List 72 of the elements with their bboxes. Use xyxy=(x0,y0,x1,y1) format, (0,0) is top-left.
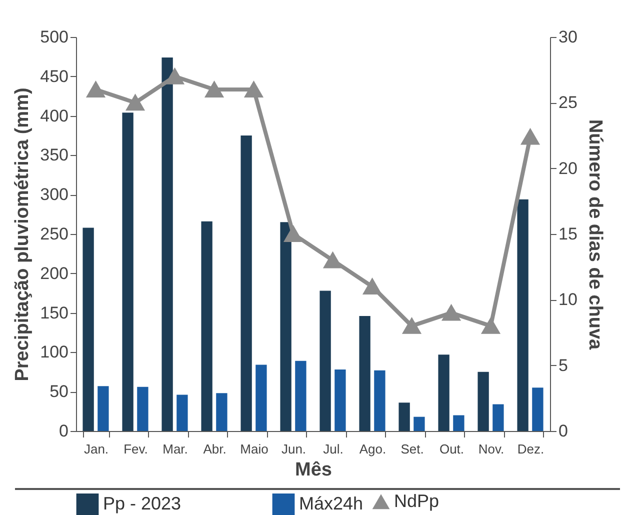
point xyxy=(363,278,382,295)
x-tick-label: Out. xyxy=(439,442,464,456)
x-tick-label: Ago. xyxy=(359,442,386,456)
y-tick-label: 200 xyxy=(40,264,68,283)
x-tick-label: Jul. xyxy=(323,442,344,456)
x-tick-label: Abr. xyxy=(203,442,226,456)
bar xyxy=(438,354,450,431)
bar xyxy=(374,370,386,431)
x-tick-label: Jun. xyxy=(281,442,306,456)
point xyxy=(205,82,224,98)
y2-tick-label: 5 xyxy=(558,356,568,375)
y-tick-label: 250 xyxy=(40,224,68,244)
y-tick-label: 150 xyxy=(40,303,68,322)
point xyxy=(521,128,540,145)
point xyxy=(244,82,263,98)
bar xyxy=(398,402,410,431)
bar xyxy=(256,364,267,431)
y-tick-label: 50 xyxy=(50,382,68,402)
y2-tick-label: 15 xyxy=(558,224,578,244)
point xyxy=(166,68,184,84)
y-tick-label: 0 xyxy=(59,422,68,440)
bar xyxy=(240,136,252,431)
bar xyxy=(478,372,489,431)
bar xyxy=(176,394,188,431)
point xyxy=(126,94,144,111)
y-tick-label: 300 xyxy=(40,185,68,204)
bar xyxy=(201,221,212,431)
bar xyxy=(359,316,370,431)
point xyxy=(284,226,302,242)
y-tick-label: 400 xyxy=(40,106,68,126)
bar xyxy=(98,386,109,431)
y2-tick-label: 20 xyxy=(558,158,578,178)
bar xyxy=(453,415,464,431)
bar xyxy=(295,360,306,431)
x-tick-label: Mar. xyxy=(162,442,188,456)
point xyxy=(442,304,460,321)
point xyxy=(324,252,342,268)
bar xyxy=(414,416,425,431)
x-tick-label: Dez. xyxy=(517,442,544,456)
x-axis-title: Mês xyxy=(295,460,332,480)
y2-tick-label: 0 xyxy=(558,422,568,440)
y2-tick-label: 25 xyxy=(558,93,578,112)
y2-tick-label: 30 xyxy=(558,28,578,46)
x-tick-label: Fev. xyxy=(124,442,148,456)
bar xyxy=(517,199,528,431)
x-tick-label: Nov. xyxy=(478,442,504,456)
legend-label: Máx24h xyxy=(299,494,364,514)
x-tick-label: Set. xyxy=(400,442,424,456)
bar xyxy=(320,290,331,431)
bar xyxy=(162,57,173,431)
legend-label: NdPp xyxy=(394,491,440,511)
y-axis-title: Precipitação pluviométrica (mm) xyxy=(12,88,34,382)
bar xyxy=(82,228,94,431)
bar xyxy=(216,393,228,431)
y-tick-label: 500 xyxy=(40,28,68,46)
y-tick-label: 450 xyxy=(40,66,68,86)
bar xyxy=(492,404,504,431)
bar xyxy=(532,388,544,431)
bar xyxy=(122,112,134,431)
legend-label: Pp - 2023 xyxy=(103,494,182,514)
point xyxy=(86,82,105,98)
y-tick-label: 100 xyxy=(40,342,68,362)
point xyxy=(402,318,421,334)
bar xyxy=(280,222,292,431)
y-tick-label: 350 xyxy=(40,146,68,165)
x-tick-label: Maio xyxy=(240,442,268,456)
y2-tick-label: 10 xyxy=(558,290,578,310)
bar xyxy=(334,370,346,431)
y2-axis-title: Número de dias de chuva xyxy=(584,119,606,350)
x-tick-label: Jan. xyxy=(84,442,109,456)
bar xyxy=(137,386,148,431)
point xyxy=(482,318,500,334)
